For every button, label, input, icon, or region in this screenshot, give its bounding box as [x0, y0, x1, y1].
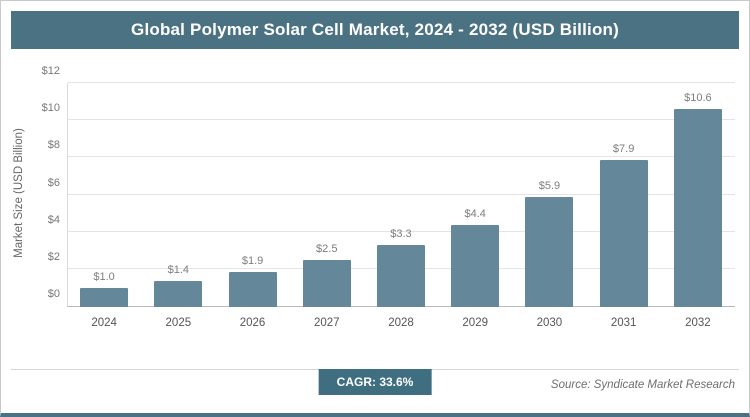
y-tick-label: $0 — [47, 288, 60, 300]
gridline — [68, 82, 735, 83]
gridline — [68, 230, 735, 232]
bar-group: $1.0 — [67, 83, 141, 307]
y-tick-label: $8 — [47, 139, 60, 152]
x-axis-tick-label: 2030 — [536, 317, 563, 329]
bar-value-label: $5.9 — [538, 179, 561, 192]
gridline — [68, 119, 735, 121]
bar-value-label: $1.0 — [93, 271, 115, 284]
bar — [154, 280, 203, 307]
plot-area-wrap: $0 $2 $4 $6 $8 $10 $12 $1.0 $1.4 $1.9 $2.5 $3.3 $4.… — [42, 65, 735, 307]
bar — [673, 109, 722, 307]
bar-value-label: $4.4 — [464, 207, 486, 220]
x-axis-tick-label: 2029 — [462, 317, 488, 329]
y-tick-label: $12 — [41, 65, 60, 77]
gridline — [68, 156, 735, 158]
y-tick-label: $4 — [47, 213, 60, 226]
chart-title: Global Polymer Solar Cell Market, 2024 -… — [131, 20, 619, 39]
x-axis-tick-label: 2028 — [388, 317, 414, 329]
cagr-badge: CAGR: 33.6% — [318, 369, 432, 395]
gridline — [68, 193, 735, 195]
x-axis-tick-label: 2025 — [165, 317, 192, 329]
source-attribution: Source: Syndicate Market Research — [550, 379, 735, 391]
bar-value-label: $3.3 — [390, 228, 412, 241]
y-tick-label: $10 — [41, 102, 60, 115]
chart-title-bar: Global Polymer Solar Cell Market, 2024 -… — [11, 11, 739, 49]
bar-value-label: $10.6 — [684, 92, 712, 105]
bar-value-label: $1.4 — [167, 263, 190, 276]
x-axis-labels: 2024 2025 2026 2027 2028 2029 2030 2031 2032 — [67, 317, 735, 329]
bar-group: $10.6 — [661, 83, 735, 307]
chart-footer: CAGR: 33.6% Source: Syndicate Market Res… — [11, 363, 739, 407]
bar — [525, 196, 574, 307]
bar-group: $1.4 — [141, 83, 215, 307]
bar — [599, 159, 648, 307]
x-axis-tick-label: 2031 — [610, 317, 637, 329]
x-axis-tick-label: 2032 — [685, 317, 711, 329]
bar-group: $3.3 — [364, 83, 438, 307]
bar-value-label: $1.9 — [241, 254, 264, 267]
bar — [376, 245, 425, 307]
bar-value-label: $7.9 — [612, 142, 635, 155]
x-axis-tick-label: 2026 — [239, 317, 266, 329]
bar-group: $4.4 — [438, 83, 512, 307]
bar — [80, 288, 129, 307]
x-axis-tick-label: 2027 — [313, 317, 340, 329]
bar-group: $5.9 — [512, 83, 586, 307]
y-tick-label: $6 — [47, 176, 60, 189]
bars-container: $1.0 $1.4 $1.9 $2.5 $3.3 $4.4 $5.9 $7.9 $10.6 — [67, 83, 735, 307]
bar — [451, 224, 500, 307]
bar-value-label: $2.5 — [316, 243, 338, 256]
y-tick-label: $2 — [47, 250, 60, 263]
y-axis-title: Market Size (USD Billion) — [13, 128, 25, 258]
bar — [302, 260, 351, 307]
bar-group: $2.5 — [290, 83, 364, 307]
bar — [228, 271, 277, 307]
x-axis-tick-label: 2024 — [91, 317, 117, 329]
bar-group: $7.9 — [587, 83, 661, 307]
bar-group: $1.9 — [215, 83, 289, 307]
